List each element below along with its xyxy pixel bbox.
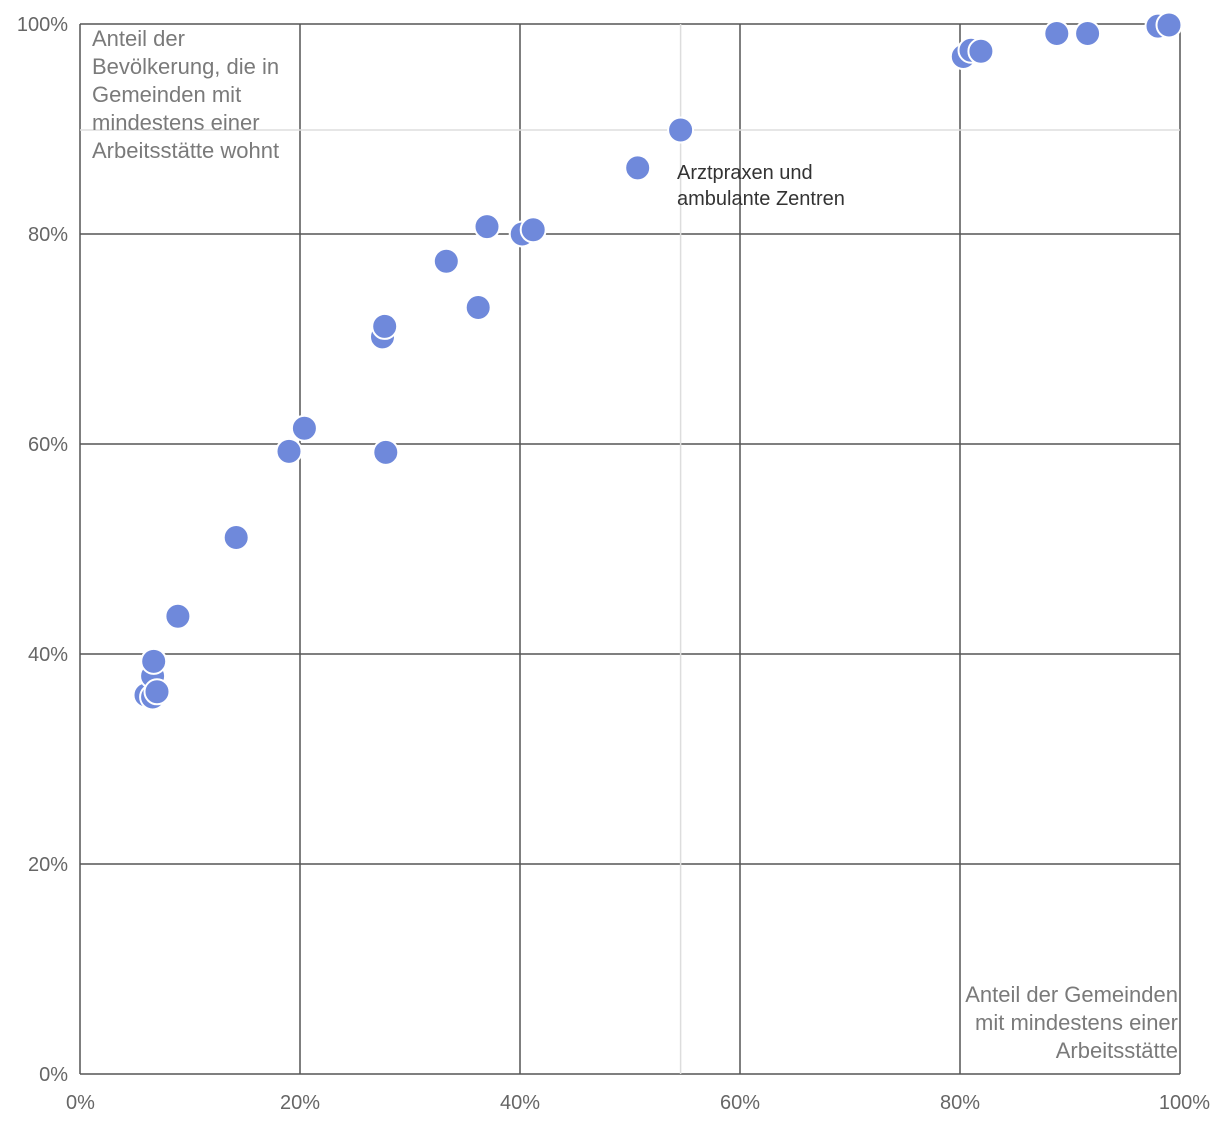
y-tick-label: 20% — [28, 854, 68, 876]
data-point — [967, 37, 995, 65]
data-point — [1074, 19, 1102, 47]
data-point — [372, 438, 400, 466]
title-line: mindestens einer — [92, 110, 260, 135]
x-tick-label: 80% — [940, 1092, 980, 1114]
y-tick-label: 80% — [28, 224, 68, 246]
data-point — [519, 216, 547, 244]
data-point — [432, 247, 460, 275]
x-tick-label: 40% — [500, 1092, 540, 1114]
title-line: Arbeitsstätte wohnt — [92, 138, 279, 163]
data-point — [140, 647, 168, 675]
data-point — [473, 213, 501, 241]
title-line: Bevölkerung, die in — [92, 54, 279, 79]
tick-labels-layer: 0% 20% 40% 60% 80% 100% 0% 20% 40% 60% 80% 100% — [17, 14, 1210, 1114]
data-point — [371, 312, 399, 340]
data-point — [624, 154, 652, 182]
data-point — [290, 414, 318, 442]
y-axis-title: Anteil der Bevölkerung, die in Gemeinden m… — [92, 26, 279, 163]
title-line: ambulante Zentren — [677, 188, 845, 210]
y-tick-label: 60% — [28, 434, 68, 456]
x-tick-label: 20% — [280, 1092, 320, 1114]
data-point — [464, 294, 492, 321]
title-line: Anteil der Gemeinden — [965, 982, 1178, 1007]
title-line: Anteil der — [92, 26, 185, 51]
data-points-layer — [132, 11, 1183, 711]
annotation-layer: Arztpraxen und ambulante Zentren — [677, 162, 845, 210]
data-point — [222, 523, 250, 551]
y-tick-label: 100% — [17, 14, 68, 36]
x-tick-label: 60% — [720, 1092, 760, 1114]
title-line: Arztpraxen und — [677, 162, 813, 184]
grid-layer — [79, 23, 1181, 1075]
x-tick-label: 0% — [66, 1092, 95, 1114]
data-point — [164, 602, 192, 630]
y-tick-label: 0% — [39, 1064, 68, 1086]
title-line: Gemeinden mit — [92, 82, 241, 107]
y-tick-label: 40% — [28, 644, 68, 666]
axis-titles-layer: Anteil der Bevölkerung, die in Gemeinden m… — [92, 26, 1178, 1063]
data-point — [143, 678, 171, 706]
data-point — [1043, 19, 1071, 47]
highlight-guide-layer — [80, 24, 1180, 1074]
data-point — [275, 437, 303, 465]
x-axis-title: Anteil der Gemeinden mit mindestens einer… — [965, 982, 1178, 1063]
data-point — [1155, 11, 1183, 39]
highlight-annotation: Arztpraxen und ambulante Zentren — [677, 162, 845, 210]
data-point — [667, 116, 695, 144]
x-tick-label: 100% — [1159, 1092, 1210, 1114]
title-line: Arbeitsstätte — [1056, 1038, 1178, 1063]
title-line: mit mindestens einer — [975, 1010, 1178, 1035]
